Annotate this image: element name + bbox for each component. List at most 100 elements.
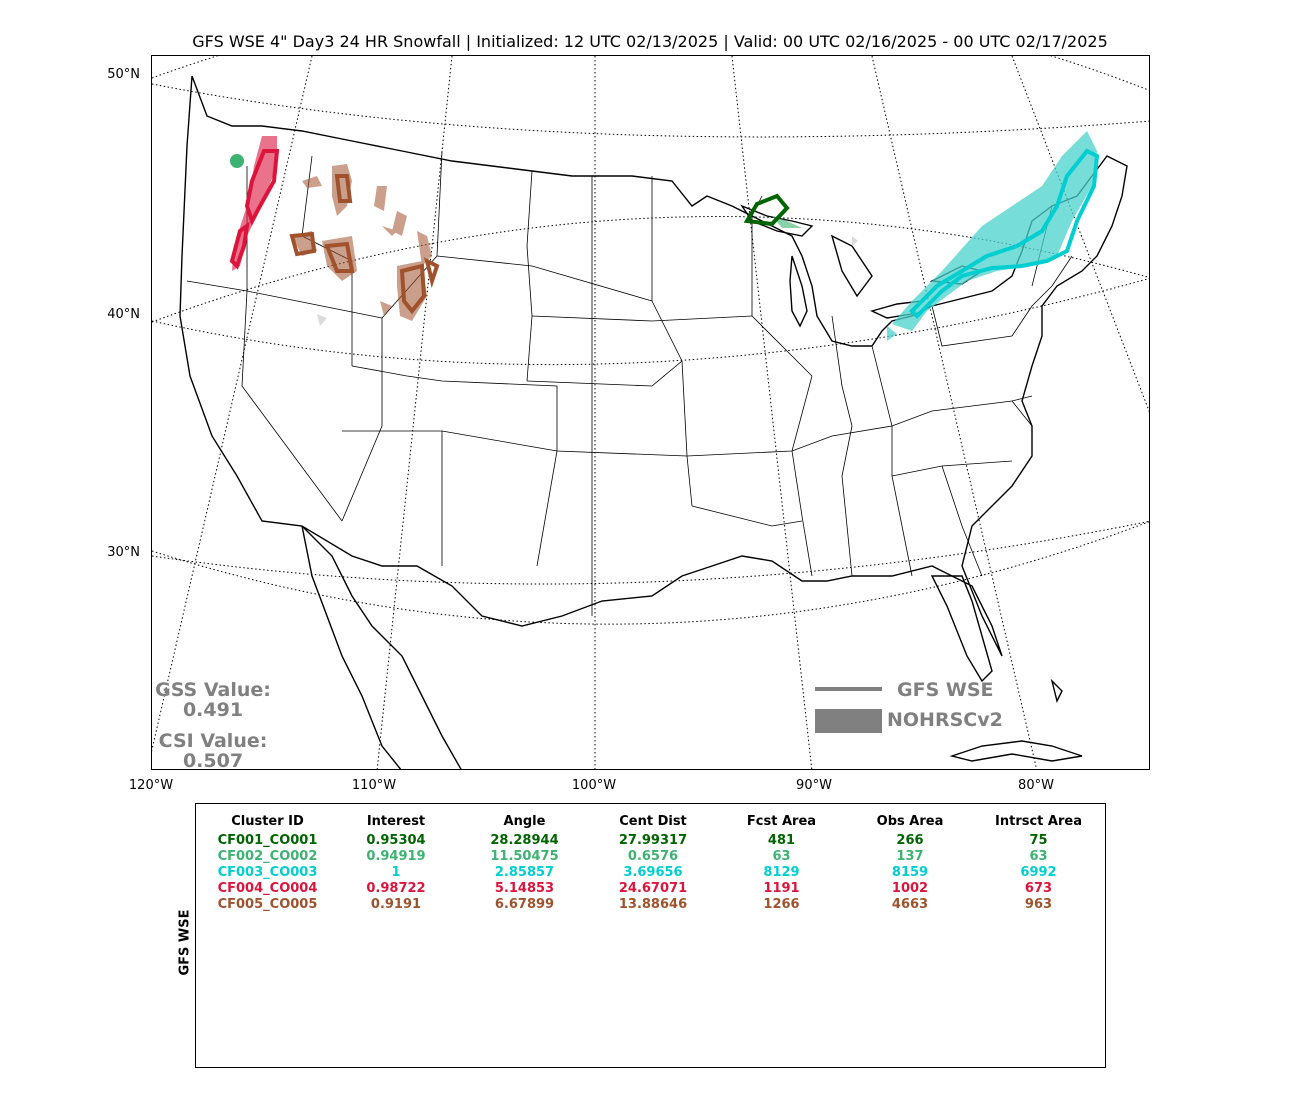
cluster-table-box <box>195 803 1106 1068</box>
table-row: CF001_CO001 0.95304 28.28944 27.99317 481 266… <box>200 832 1106 848</box>
observed-area-upper-michigan <box>772 216 802 228</box>
cell-cent-dist: 24.67071 <box>618 880 688 896</box>
forecast-area-rockies-5 <box>424 257 440 289</box>
gss-label: GSS Value: <box>155 679 271 701</box>
table-row: CF002_CO002 0.94919 11.50475 0.6576 63 137 63 <box>200 848 1106 864</box>
cell-cluster-id: CF002_CO002 <box>217 848 318 864</box>
cell-fcst-area: 8129 <box>763 864 800 880</box>
lon-label-90w: 90°W <box>796 778 832 793</box>
forecast-area-olympic <box>230 154 244 168</box>
cell-intrsct-area: 673 <box>1024 880 1053 896</box>
header-intrsct-area: Intrsct Area <box>995 814 1082 829</box>
table-header-row: Cluster ID Interest Angle Cent Dist Fcst… <box>200 814 1106 832</box>
lat-line-30n <box>152 521 1149 625</box>
cluster-table: Cluster ID Interest Angle Cent Dist Fcst… <box>200 814 1106 912</box>
lat-label-50n: 50°N <box>107 67 140 82</box>
header-fcst-area: Fcst Area <box>746 814 817 829</box>
lon-line-90w <box>731 56 813 769</box>
cell-fcst-area: 1266 <box>763 896 800 912</box>
state-borders <box>186 150 1073 616</box>
cell-obs-area: 4663 <box>891 896 929 912</box>
lon-label-80w: 80°W <box>1018 778 1054 793</box>
header-interest: Interest <box>366 814 426 829</box>
lon-label-110w: 110°W <box>351 778 397 793</box>
cell-cent-dist: 27.99317 <box>618 832 688 848</box>
map-panel <box>151 55 1150 770</box>
cell-intrsct-area: 75 <box>1029 832 1048 848</box>
cell-interest: 0.98722 <box>366 880 426 896</box>
cell-cent-dist: 13.88646 <box>618 896 688 912</box>
lon-line-85w <box>871 56 1038 769</box>
lon-line-105w <box>376 56 453 769</box>
cell-angle: 5.14853 <box>494 880 555 896</box>
table-row: CF004_CO004 0.98722 5.14853 24.67071 1191 100… <box>200 880 1106 896</box>
cell-fcst-area: 481 <box>767 832 796 848</box>
forecast-area-upper-michigan <box>743 193 790 227</box>
cell-fcst-area: 1191 <box>763 880 800 896</box>
lat-line-50n <box>152 56 1149 91</box>
cell-angle: 11.50475 <box>490 848 559 864</box>
cell-obs-area: 266 <box>896 832 924 848</box>
coastline <box>179 75 1128 769</box>
cell-angle: 2.85857 <box>494 864 555 880</box>
observed-area-cascades <box>232 136 277 271</box>
lon-line-80w <box>1011 56 1149 413</box>
lat-line-30c <box>152 520 1149 585</box>
forecast-area-rockies-4 <box>399 263 427 315</box>
cell-angle: 28.28944 <box>490 832 559 848</box>
observed-snow <box>231 131 1097 341</box>
header-angle: Angle <box>503 814 546 829</box>
cell-cluster-id: CF003_CO003 <box>217 864 318 880</box>
cell-fcst-area: 63 <box>772 848 791 864</box>
cell-obs-area: 8159 <box>891 864 929 880</box>
table-row: CF005_CO005 0.9191 6.67899 13.88646 1266 4663… <box>200 896 1106 912</box>
cell-obs-area: 1002 <box>891 880 929 896</box>
lat-label-30n: 30°N <box>107 545 140 560</box>
legend-observed-label: NOHRSCv2 <box>887 709 1003 731</box>
csi-label: CSI Value: <box>158 730 268 752</box>
cell-interest: 1 <box>391 864 401 880</box>
cell-intrsct-area: 963 <box>1024 896 1053 912</box>
observed-area-ohio <box>887 326 897 341</box>
forecast-area-rockies-1 <box>334 174 353 203</box>
cell-obs-area: 137 <box>896 848 924 864</box>
header-cluster-id: Cluster ID <box>231 814 304 829</box>
legend-forecast-line <box>815 687 882 691</box>
chart-title: GFS WSE 4" Day3 24 HR Snowfall | Initial… <box>192 32 1108 51</box>
csi-value: 0.507 <box>182 750 244 772</box>
legend-forecast-label: GFS WSE <box>897 679 994 701</box>
forecast-area-cascades-south <box>229 221 250 270</box>
cell-intrsct-area: 63 <box>1029 848 1048 864</box>
us-map <box>152 56 1149 769</box>
graticule <box>152 56 1149 769</box>
cell-interest: 0.95304 <box>366 832 426 848</box>
table-row: CF003_CO003 1 2.85857 3.69656 8129 8159 6992 <box>200 864 1106 880</box>
forecast-area-northeast <box>909 148 1100 319</box>
lon-label-100w: 100°W <box>571 778 617 793</box>
forecast-snow <box>229 148 1100 319</box>
cell-intrsct-area: 6992 <box>1020 864 1057 880</box>
lon-label-120w: 120°W <box>128 778 174 793</box>
header-obs-area: Obs Area <box>876 814 944 829</box>
forecast-area-rockies-2 <box>289 231 317 257</box>
cell-cent-dist: 3.69656 <box>623 864 683 880</box>
lat-line-48n <box>152 83 1149 138</box>
table-side-label: GFS WSE <box>177 909 193 976</box>
cell-cluster-id: CF004_CO004 <box>217 880 318 896</box>
observed-area-gray <box>317 314 327 326</box>
lat-label-40n: 40°N <box>107 307 140 322</box>
cell-interest: 0.9191 <box>370 896 422 912</box>
legend-observed-swatch <box>815 709 882 733</box>
cell-cluster-id: CF001_CO001 <box>217 832 318 848</box>
observed-area-gray-2 <box>852 236 858 246</box>
cell-interest: 0.94919 <box>366 848 426 864</box>
forecast-area-rockies-3 <box>324 241 355 273</box>
cell-angle: 6.67899 <box>494 896 555 912</box>
gss-value: 0.491 <box>182 699 244 721</box>
cell-cluster-id: CF005_CO005 <box>217 896 318 912</box>
lat-line-40c <box>152 278 1149 366</box>
header-cent-dist: Cent Dist <box>619 814 687 829</box>
cell-cent-dist: 0.6576 <box>627 848 679 864</box>
forecast-area-cascades-north <box>244 149 280 227</box>
table-body: CF001_CO001 0.95304 28.28944 27.99317 481 266… <box>200 832 1106 912</box>
